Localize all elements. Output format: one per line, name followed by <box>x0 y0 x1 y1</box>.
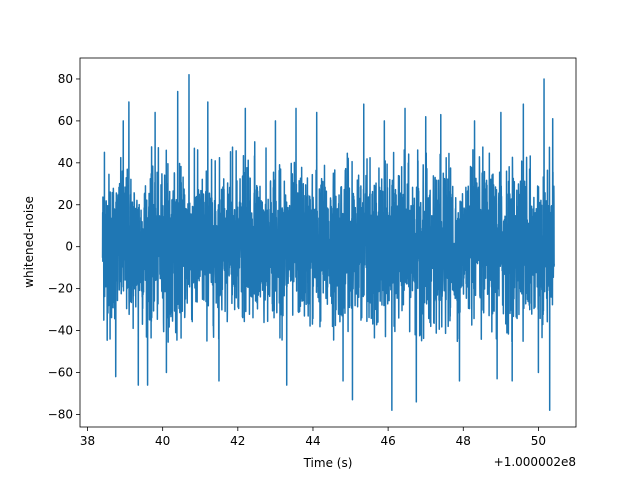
y-tick-label: 40 <box>58 156 73 170</box>
y-tick-label: 80 <box>58 72 73 86</box>
y-tick-label: −80 <box>48 407 73 421</box>
x-axis-label: Time (s) <box>303 456 353 470</box>
y-tick-label: −20 <box>48 282 73 296</box>
y-tick-label: 20 <box>58 198 73 212</box>
y-tick-label: −60 <box>48 365 73 379</box>
x-tick-label: 40 <box>155 434 170 448</box>
y-axis: −80 −60 −40 −20 0 20 40 60 80 <box>48 72 80 421</box>
x-tick-label: 38 <box>80 434 95 448</box>
x-tick-label: 42 <box>230 434 245 448</box>
x-axis-offset-text: +1.000002e8 <box>494 455 576 469</box>
x-axis: 38 40 42 44 46 48 50 <box>80 427 546 448</box>
x-tick-label: 50 <box>531 434 546 448</box>
x-tick-label: 44 <box>305 434 320 448</box>
y-tick-label: −40 <box>48 324 73 338</box>
y-tick-label: 60 <box>58 114 73 128</box>
x-tick-label: 46 <box>380 434 395 448</box>
x-tick-label: 48 <box>456 434 471 448</box>
y-axis-label: whitened-noise <box>22 196 36 288</box>
y-tick-label: 0 <box>65 240 73 254</box>
series-line-whitened-noise <box>101 74 555 411</box>
plot-region <box>101 74 555 411</box>
axes-frame <box>79 57 577 428</box>
